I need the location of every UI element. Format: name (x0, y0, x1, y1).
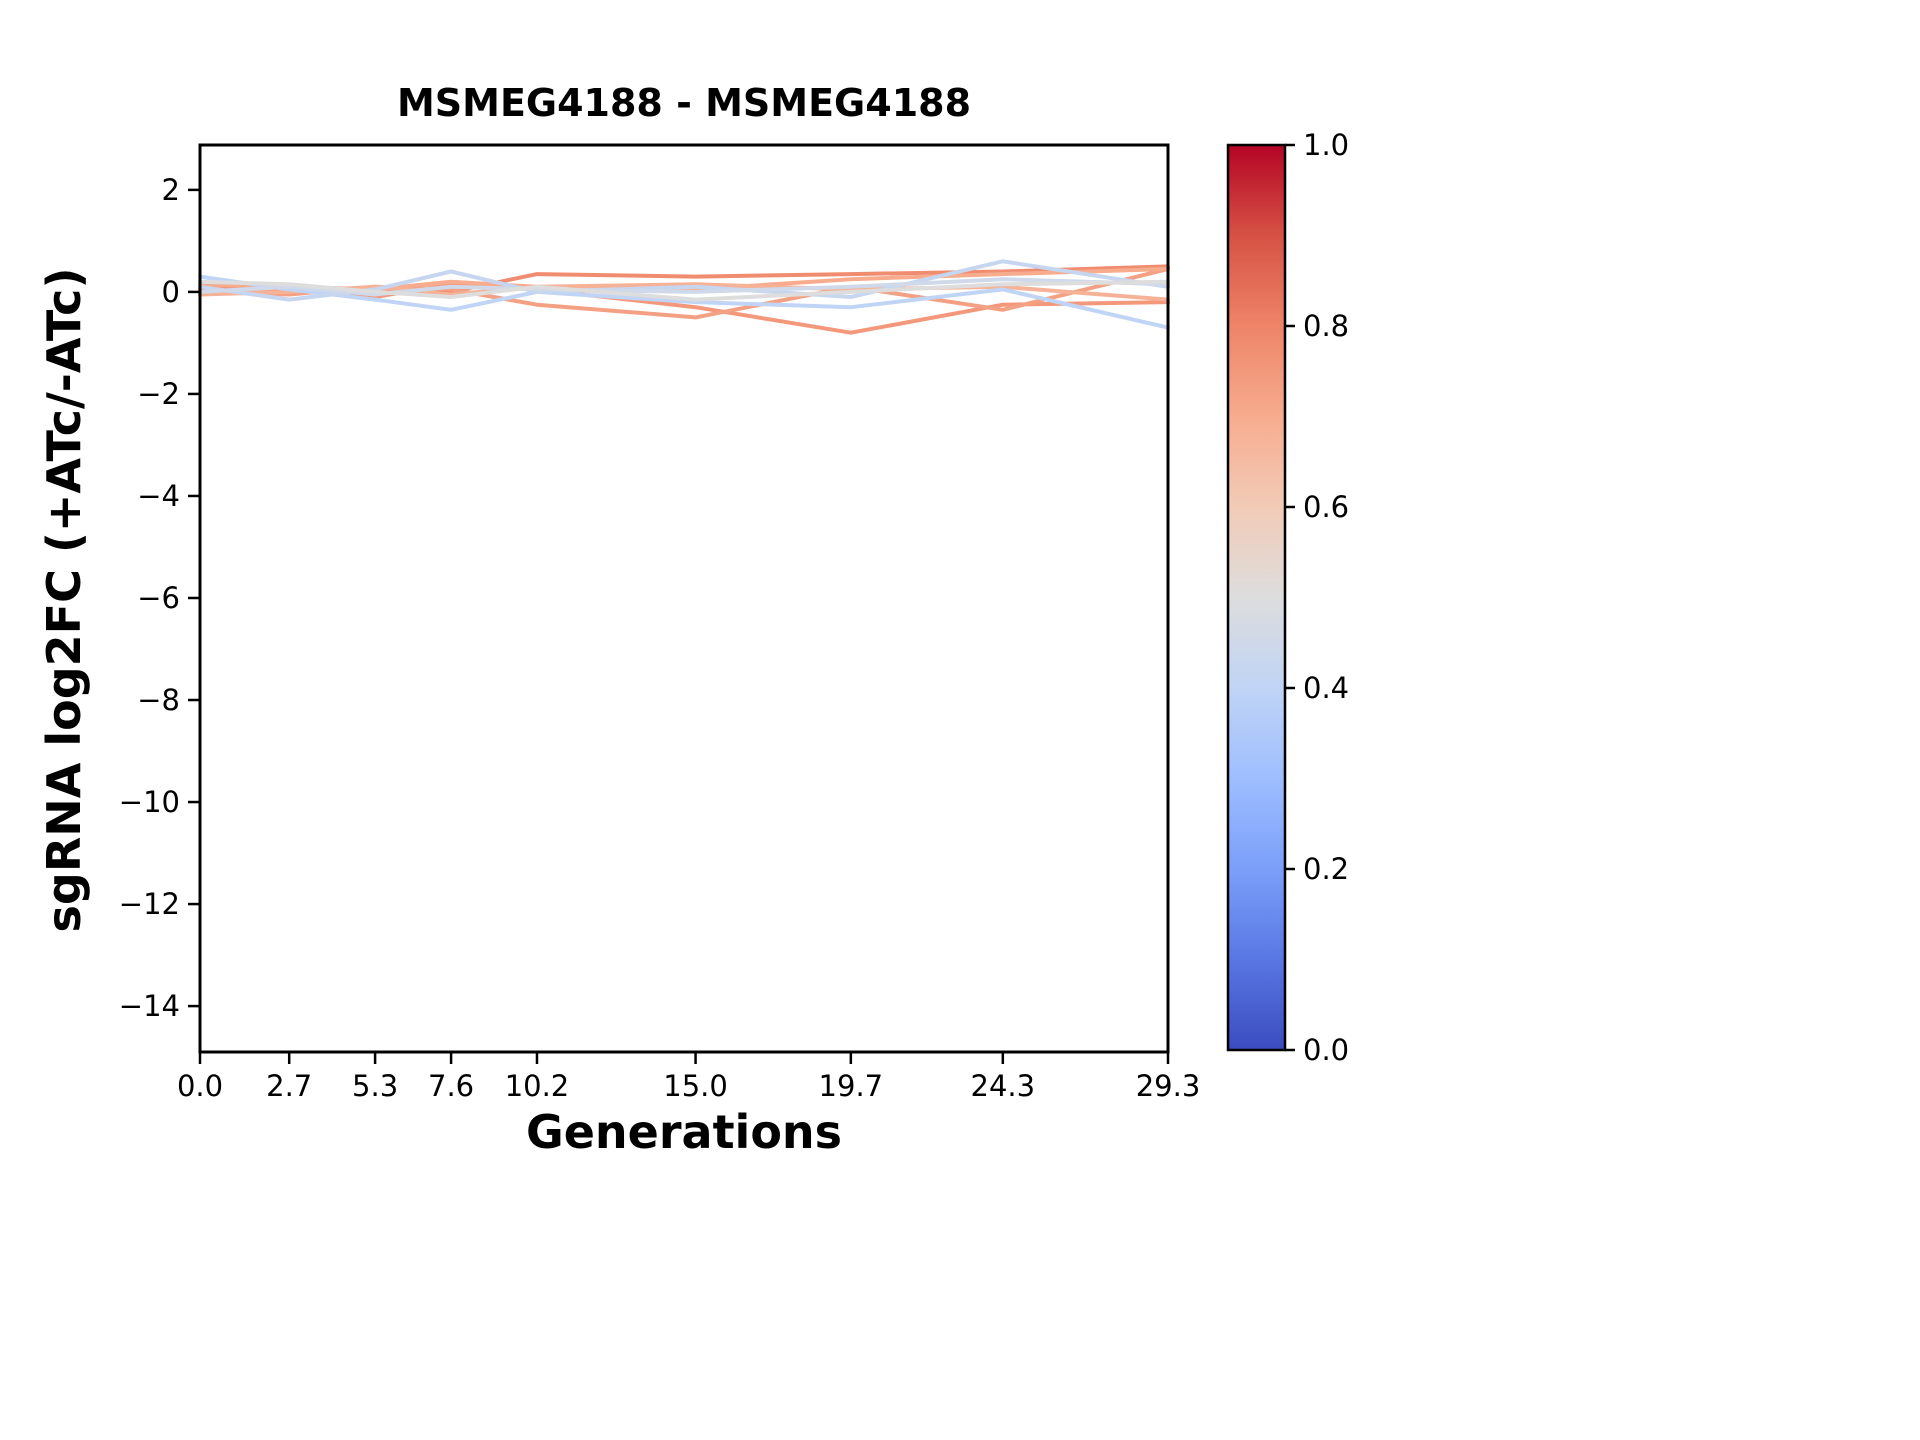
colorbar-tick-label: 0.4 (1303, 671, 1349, 705)
y-tick-label: −4 (137, 479, 180, 513)
series-line (198, 277, 1170, 297)
y-tick-label: −12 (119, 887, 180, 921)
colorbar-tick-label: 0.0 (1303, 1033, 1349, 1067)
x-tick-label: 15.0 (663, 1069, 728, 1103)
x-tick-label: 0.0 (177, 1069, 223, 1103)
y-tick-label: −6 (137, 581, 180, 615)
x-tick-label: 19.7 (819, 1069, 884, 1103)
colorbar-tick-label: 1.0 (1303, 128, 1349, 162)
x-tick-label: 29.3 (1136, 1069, 1201, 1103)
colorbar-tick-label: 0.8 (1303, 309, 1349, 343)
plot-border (198, 143, 1170, 1054)
series-line (198, 259, 1170, 302)
y-tick-label: 2 (162, 173, 180, 207)
colorbar-bar (1226, 143, 1287, 1052)
x-axis-label: Generations (526, 1105, 842, 1159)
series-lines (198, 259, 1170, 335)
y-tick-label: −8 (137, 683, 180, 717)
y-tick-label: 0 (162, 275, 180, 309)
x-tick-label: 24.3 (971, 1069, 1036, 1103)
colorbar-tick-label: 0.6 (1303, 490, 1349, 524)
y-tick-label: −2 (137, 377, 180, 411)
x-tick-label: 2.7 (266, 1069, 312, 1103)
y-tick-label: −10 (119, 785, 180, 819)
colorbar: 0.0 0.2 0.4 0.6 0.8 1.0 (1226, 128, 1349, 1067)
axes-ticks: 0.0 2.7 5.3 7.6 10.2 15.0 19.7 24.3 29.3 2 0 −2 −4 −6… (119, 143, 1201, 1103)
x-tick-label: 5.3 (352, 1069, 398, 1103)
x-tick-label: 10.2 (505, 1069, 570, 1103)
x-tick-label: 7.6 (428, 1069, 474, 1103)
chart-title: MSMEG4188 - MSMEG4188 (397, 81, 971, 125)
series-line (198, 279, 1170, 302)
colorbar-tick-label: 0.2 (1303, 852, 1349, 886)
y-axis-label: sgRNA log2FC (+ATc/-ATc) (37, 268, 91, 933)
y-tick-label: −14 (119, 989, 180, 1023)
